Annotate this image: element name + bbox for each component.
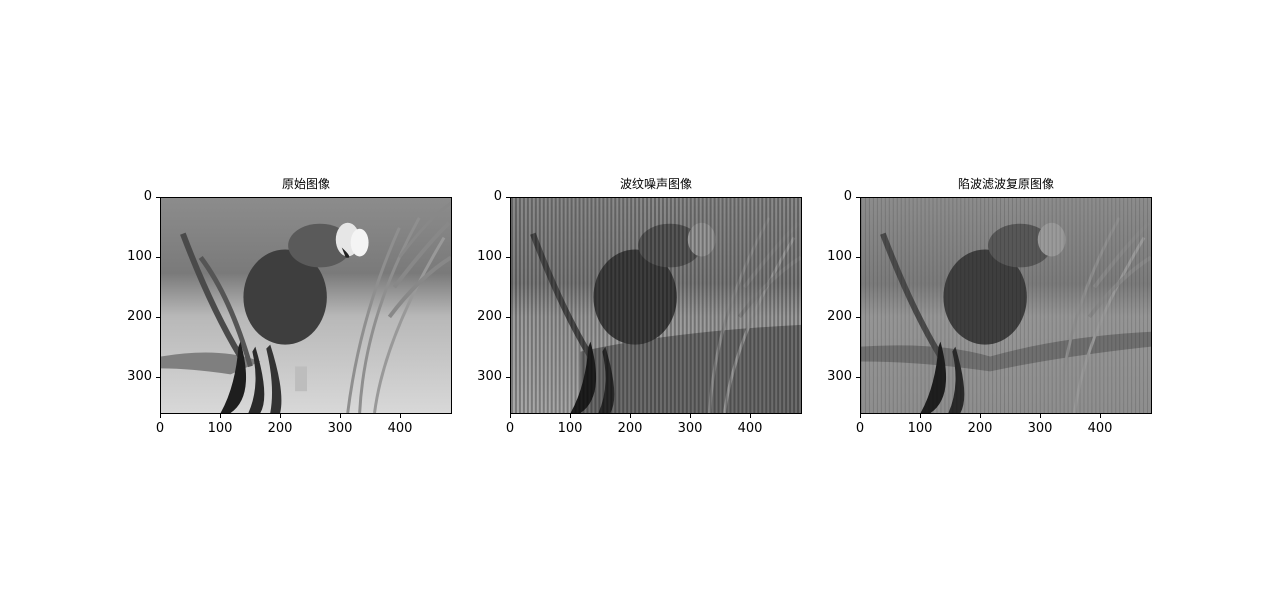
x-tick-mark xyxy=(510,414,511,418)
y-tick-label: 0 xyxy=(143,189,152,204)
x-tick-label: 400 xyxy=(737,421,763,436)
panel-notch-restored: 陷波滤波复原图像 xyxy=(810,0,1152,605)
y-tick-mark xyxy=(856,317,860,318)
y-tick-mark xyxy=(856,377,860,378)
y-tick-label: 100 xyxy=(477,249,502,264)
x-tick-label: 200 xyxy=(267,421,293,436)
x-tick-label: 100 xyxy=(907,421,933,436)
y-tick-mark xyxy=(856,257,860,258)
y-tick-mark xyxy=(156,197,160,198)
x-tick-label: 400 xyxy=(387,421,413,436)
x-tick-label: 300 xyxy=(327,421,353,436)
image-axes xyxy=(160,197,452,414)
x-tick-label: 100 xyxy=(207,421,233,436)
x-tick-mark xyxy=(280,414,281,418)
y-tick-mark xyxy=(506,197,510,198)
y-tick-label: 300 xyxy=(127,369,152,384)
y-tick-mark xyxy=(156,377,160,378)
y-tick-mark xyxy=(856,197,860,198)
x-tick-mark xyxy=(860,414,861,418)
y-tick-label: 200 xyxy=(477,309,502,324)
x-tick-mark xyxy=(630,414,631,418)
x-tick-label: 200 xyxy=(617,421,643,436)
image-axes xyxy=(860,197,1152,414)
x-tick-mark xyxy=(570,414,571,418)
x-tick-label: 300 xyxy=(1027,421,1053,436)
y-tick-label: 300 xyxy=(827,369,852,384)
x-tick-mark xyxy=(1100,414,1101,418)
panel-ripple-noise: 波纹噪声图像 xyxy=(460,0,802,605)
parrot-image xyxy=(161,198,451,413)
x-tick-label: 200 xyxy=(967,421,993,436)
y-tick-mark xyxy=(156,317,160,318)
y-tick-label: 0 xyxy=(493,189,502,204)
y-tick-mark xyxy=(506,317,510,318)
y-tick-label: 300 xyxy=(477,369,502,384)
image-axes xyxy=(510,197,802,414)
y-tick-mark xyxy=(506,257,510,258)
x-tick-label: 300 xyxy=(677,421,703,436)
y-tick-label: 0 xyxy=(843,189,852,204)
x-tick-label: 0 xyxy=(855,421,865,436)
panel-title: 波纹噪声图像 xyxy=(619,177,692,191)
y-tick-label: 100 xyxy=(827,249,852,264)
x-tick-label: 400 xyxy=(1087,421,1113,436)
x-tick-mark xyxy=(220,414,221,418)
x-tick-mark xyxy=(750,414,751,418)
noisy-image xyxy=(511,198,801,413)
y-tick-label: 200 xyxy=(127,309,152,324)
x-tick-mark xyxy=(1040,414,1041,418)
x-tick-mark xyxy=(920,414,921,418)
x-tick-mark xyxy=(980,414,981,418)
x-tick-mark xyxy=(160,414,161,418)
restored-image xyxy=(861,198,1151,413)
x-tick-label: 100 xyxy=(557,421,583,436)
y-tick-label: 100 xyxy=(127,249,152,264)
y-tick-mark xyxy=(156,257,160,258)
panel-title: 原始图像 xyxy=(281,177,330,191)
y-tick-label: 200 xyxy=(827,309,852,324)
x-tick-mark xyxy=(400,414,401,418)
panel-title: 陷波滤波复原图像 xyxy=(957,177,1054,191)
x-tick-label: 0 xyxy=(505,421,515,436)
x-tick-mark xyxy=(690,414,691,418)
y-tick-mark xyxy=(506,377,510,378)
x-tick-mark xyxy=(340,414,341,418)
x-tick-label: 0 xyxy=(155,421,165,436)
panel-original: 原始图像 xyxy=(110,0,452,605)
